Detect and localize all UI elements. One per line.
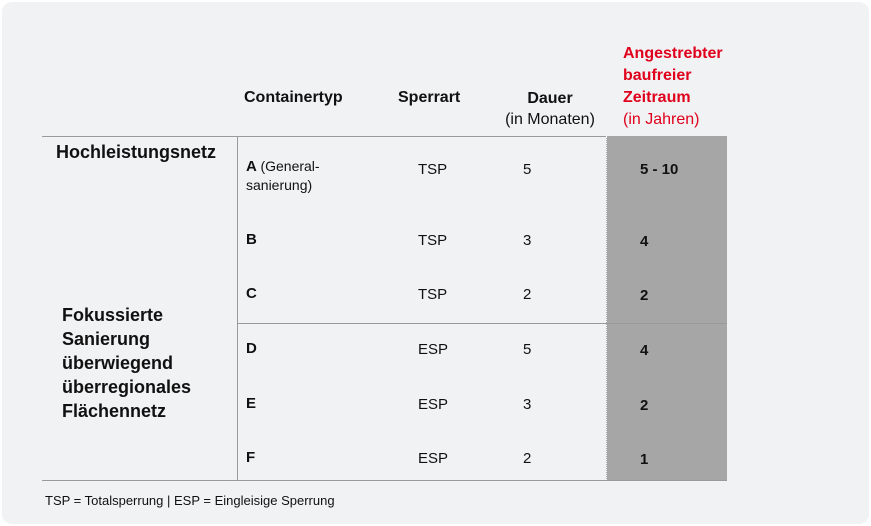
row-d-sperrart: ESP <box>418 341 449 358</box>
header-zeitraum-line2: baufreier <box>623 67 692 84</box>
zeitraum-column-highlight <box>606 136 727 480</box>
row-b-zeitraum: 4 <box>640 233 649 250</box>
row-c-zeitraum: 2 <box>640 287 649 304</box>
row-a-type-letter: A <box>246 158 257 175</box>
row-d-dauer: 5 <box>523 341 532 358</box>
zeitraum-column-divider <box>606 136 607 480</box>
header-dauer: Dauer <box>527 90 573 107</box>
row-a-zeitraum: 5 - 10 <box>640 161 679 178</box>
group-fokussierte-line1: Fokussierte <box>62 305 164 325</box>
group-fokussierte-line4: überregionales <box>62 377 192 397</box>
header-dauer-unit: (in Monaten) <box>505 111 595 128</box>
header-zeitraum-line1: Angestrebter <box>623 45 723 62</box>
row-f-sperrart: ESP <box>418 450 449 467</box>
group-divider <box>237 323 727 324</box>
row-c-type: C <box>246 285 257 302</box>
header-sperrart: Sperrart <box>398 89 461 106</box>
row-b-type: B <box>246 231 257 248</box>
group-hochleistungsnetz: Hochleistungsnetz <box>56 142 217 162</box>
row-a-type-note: (General- <box>260 158 320 174</box>
row-f-zeitraum: 1 <box>640 451 649 468</box>
row-d-zeitraum: 4 <box>640 342 649 359</box>
row-c-sperrart: TSP <box>418 286 448 303</box>
row-f-type: F <box>246 449 256 466</box>
group-fokussierte-line5: Flächennetz <box>62 401 167 421</box>
header-zeitraum-line3: Zeitraum <box>623 89 691 106</box>
row-a-type-note2: sanierung) <box>246 177 313 193</box>
row-a-type: A (General- <box>246 158 320 175</box>
header-containertyp: Containertyp <box>244 89 343 106</box>
row-f-dauer: 2 <box>523 450 532 467</box>
row-e-dauer: 3 <box>523 396 532 413</box>
header-zeitraum-unit: (in Jahren) <box>623 111 700 128</box>
row-a-sperrart: TSP <box>418 161 448 178</box>
group-fokussierte-line3: überwiegend <box>62 353 174 373</box>
row-b-sperrart: TSP <box>418 232 448 249</box>
header-divider <box>42 136 606 137</box>
row-e-sperrart: ESP <box>418 396 449 413</box>
row-d-type: D <box>246 340 257 357</box>
row-c-dauer: 2 <box>523 286 532 303</box>
row-b-dauer: 3 <box>523 232 532 249</box>
group-fokussierte-line2: Sanierung <box>62 329 151 349</box>
row-e-type: E <box>246 395 257 412</box>
group-column-divider <box>237 136 238 480</box>
table-bottom-line <box>42 480 727 481</box>
footnote: TSP = Totalsperrung | ESP = Eingleisige … <box>45 493 335 508</box>
row-e-zeitraum: 2 <box>640 397 649 414</box>
row-a-dauer: 5 <box>523 161 532 178</box>
